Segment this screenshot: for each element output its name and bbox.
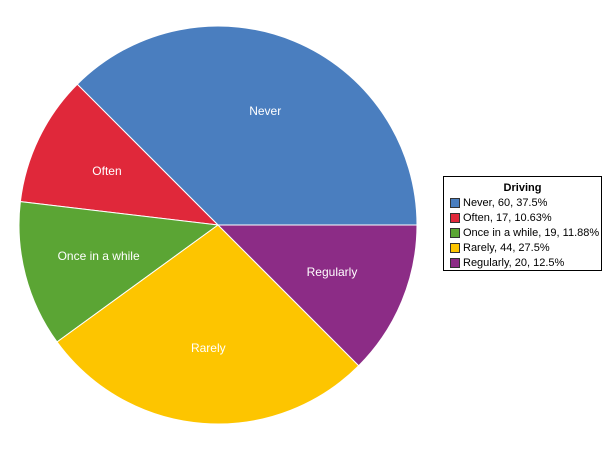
pie-slice-rarely <box>56 224 360 425</box>
legend: Driving Never, 60, 37.5% Often, 17, 10.6… <box>443 176 602 271</box>
legend-label-often: Often, 17, 10.63% <box>463 211 552 224</box>
legend-title: Driving <box>503 182 542 194</box>
legend-swatch-once-in-a-while <box>450 227 460 238</box>
legend-item-rarely: Rarely, 44, 27.5% <box>450 241 550 254</box>
pie-slice-regularly <box>216 224 418 367</box>
slice-label-rarely: Rarely <box>191 341 226 355</box>
legend-label-regularly: Regularly, 20, 12.5% <box>463 256 565 269</box>
legend-label-never: Never, 60, 37.5% <box>463 196 548 209</box>
legend-item-regularly: Regularly, 20, 12.5% <box>450 256 564 269</box>
pie-slices <box>18 25 418 425</box>
pie-slice-often <box>19 83 220 226</box>
legend-item-often: Often, 17, 10.63% <box>450 211 552 224</box>
pie-slice-once-in-a-while <box>18 201 220 343</box>
slice-label-once-in-a-while: Once in a while <box>58 249 140 263</box>
legend-item-once-in-a-while: Once in a while, 19, 11.88% <box>450 226 599 239</box>
slice-label-regularly: Regularly <box>307 265 358 279</box>
legend-item-never: Never, 60, 37.5% <box>450 196 547 209</box>
pie-slice-never <box>76 25 418 226</box>
legend-swatch-rarely <box>450 242 460 253</box>
legend-label-rarely: Rarely, 44, 27.5% <box>463 241 550 254</box>
slice-label-often: Often <box>92 164 121 178</box>
legend-swatch-regularly <box>450 257 460 268</box>
legend-swatch-often <box>450 212 460 223</box>
slice-label-never: Never <box>249 104 281 118</box>
legend-swatch-never <box>450 197 460 208</box>
legend-label-once-in-a-while: Once in a while, 19, 11.88% <box>463 226 600 239</box>
pie-slice-labels: Never Often Once in a while Rarely Regularly <box>58 104 358 355</box>
